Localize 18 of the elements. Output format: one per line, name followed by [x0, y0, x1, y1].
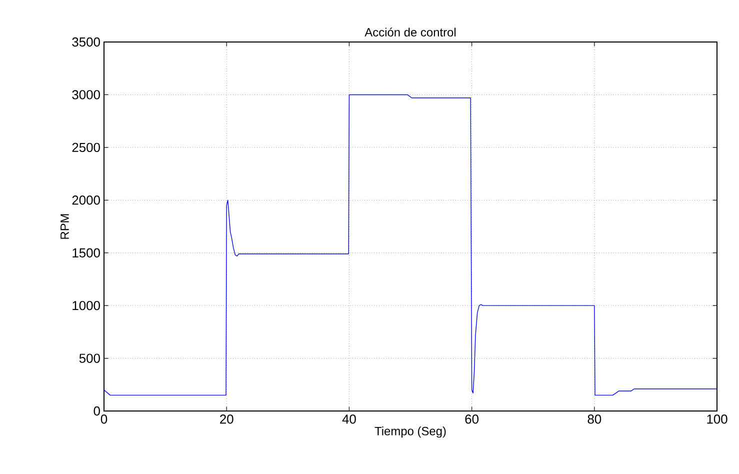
x-tick-label: 40: [342, 414, 356, 424]
y-tick-label: 2500: [72, 142, 100, 152]
line-series: [104, 94, 718, 396]
y-tick-label: 1500: [72, 248, 100, 258]
y-tick-label: 500: [79, 354, 100, 363]
y-tick-label: 0: [94, 406, 100, 416]
x-tick-label: 0: [100, 414, 108, 424]
y-tick-label: 1000: [72, 300, 100, 310]
x-tick-label: 20: [220, 414, 234, 424]
x-tick-label: 80: [588, 414, 602, 424]
y-tick-label: 3500: [72, 37, 100, 47]
x-tick-label: 100: [707, 414, 728, 424]
y-axis-title: RPM: [60, 214, 69, 239]
x-tick-label: 60: [465, 414, 479, 424]
x-axis-title: Tiempo (Seg): [374, 426, 446, 438]
chart-title: Acción de control: [364, 28, 456, 36]
y-tick-label: 3000: [72, 90, 100, 100]
y-tick-label: 2000: [72, 196, 100, 205]
